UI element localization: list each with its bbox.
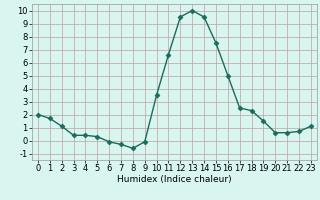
- X-axis label: Humidex (Indice chaleur): Humidex (Indice chaleur): [117, 175, 232, 184]
